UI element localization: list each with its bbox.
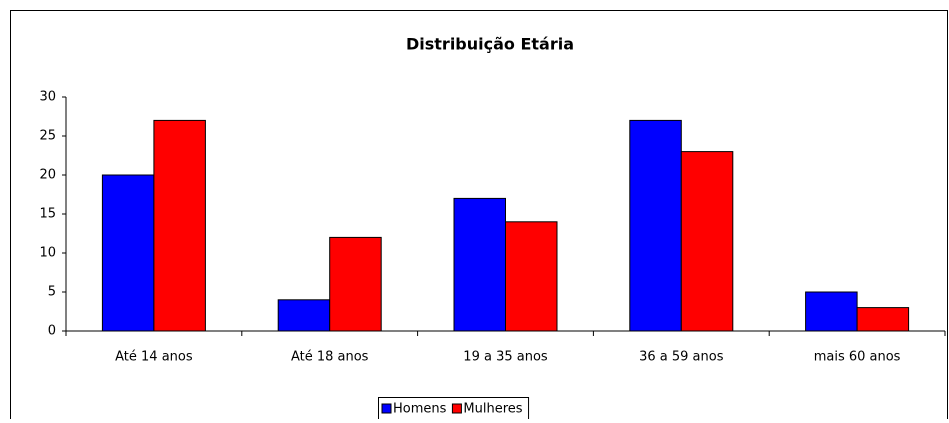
- y-tick-label: 30: [39, 90, 56, 105]
- x-tick-label: Até 14 anos: [115, 350, 193, 365]
- legend-label: Mulheres: [463, 402, 522, 417]
- bar: [329, 236, 382, 332]
- bar: [277, 299, 331, 332]
- y-tick-label: 20: [39, 168, 56, 183]
- x-tick-label: 19 a 35 anos: [463, 350, 548, 365]
- bar: [805, 291, 858, 332]
- bar: [856, 307, 910, 332]
- x-tick-label: Até 18 anos: [291, 350, 369, 365]
- legend-swatch: [381, 403, 392, 414]
- bar: [680, 151, 734, 332]
- x-tick-label: mais 60 anos: [814, 350, 901, 365]
- y-tick-label: 10: [39, 246, 56, 261]
- x-tick-label: 36 a 59 anos: [639, 350, 724, 365]
- bar: [629, 119, 682, 332]
- y-tick-label: 15: [39, 207, 56, 222]
- bar: [505, 221, 558, 332]
- y-tick-label: 5: [48, 285, 56, 300]
- legend-swatch: [451, 403, 462, 414]
- bar: [453, 197, 506, 332]
- y-tick-label: 0: [48, 324, 56, 339]
- chart-title: Distribuição Etária: [406, 35, 574, 54]
- bar: [153, 119, 206, 332]
- y-tick-label: 25: [39, 129, 56, 144]
- legend-label: Homens: [393, 402, 447, 417]
- bar: [101, 174, 155, 332]
